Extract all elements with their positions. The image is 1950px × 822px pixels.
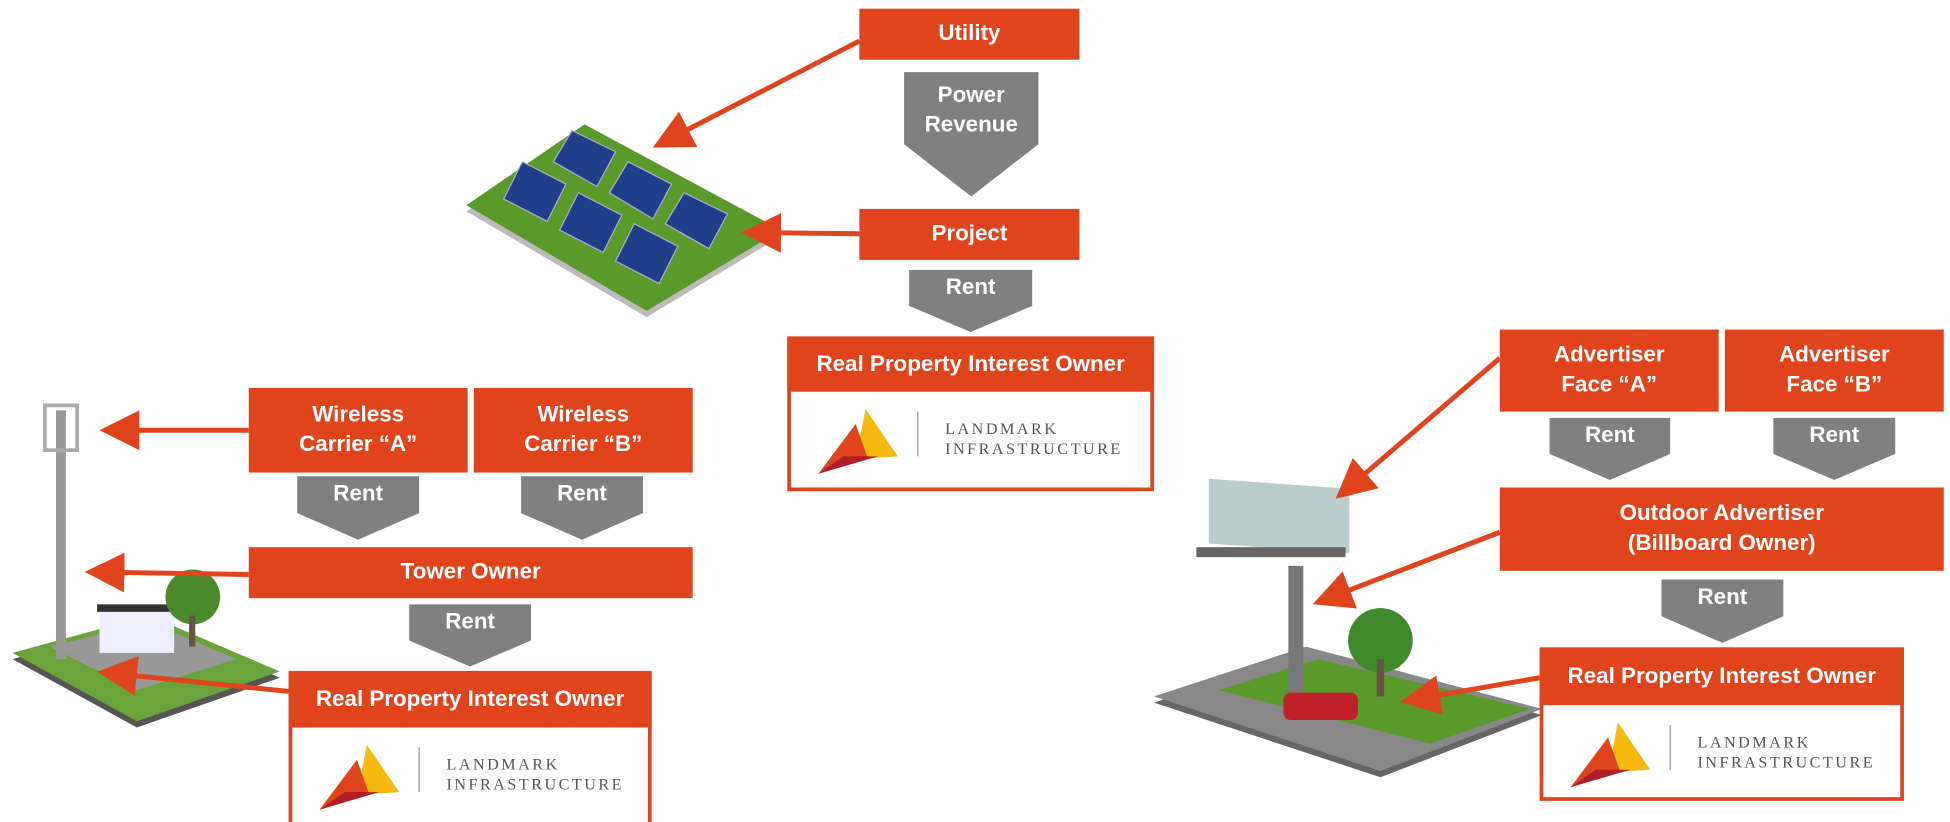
role-box <box>288 672 652 728</box>
role-label-line: Advertiser <box>1779 342 1890 367</box>
flow-arrow <box>909 269 1033 333</box>
role-label-line: Outdoor Advertiser <box>1620 500 1825 525</box>
logo-text: INFRASTRUCTURE <box>945 441 1123 458</box>
flow-arrow <box>1773 417 1896 481</box>
pointer-arrow <box>741 212 860 253</box>
flow-arrow <box>1661 579 1784 643</box>
flow-arrow <box>904 72 1039 197</box>
pointer-arrow <box>652 38 861 148</box>
role-box <box>859 208 1080 260</box>
role-label-line: Wireless <box>537 401 629 426</box>
logo-mark <box>356 744 400 795</box>
logo-text: INFRASTRUCTURE <box>446 777 624 794</box>
role-label-line: Face “A” <box>1561 371 1657 396</box>
flow-arrow <box>409 604 532 667</box>
flow-label: Rent <box>1698 584 1748 609</box>
flow-label: Rent <box>333 481 383 506</box>
role-label-line: Wireless <box>312 401 404 426</box>
logo-mark <box>319 792 380 810</box>
role-label-line: Advertiser <box>1554 342 1665 367</box>
flow-label-line: Power <box>938 82 1005 107</box>
pointer-arrow <box>1335 356 1502 499</box>
pointer-arrow <box>97 656 289 696</box>
pointer-arrow <box>1312 529 1501 609</box>
flow-label-line: Revenue <box>925 112 1018 137</box>
logo-mark <box>1570 769 1631 788</box>
role-box <box>248 547 693 599</box>
role-label-line: Carrier “B” <box>524 431 642 456</box>
logo-mark <box>1607 722 1651 773</box>
billboard-illustration <box>1154 478 1543 778</box>
role-label: Wireless Carrier “A” <box>299 401 417 456</box>
solar-farm-illustration <box>466 124 782 318</box>
role-label: Real Property Interest Owner <box>316 686 625 711</box>
role-label: Utility <box>938 20 1001 45</box>
flow-label: Rent <box>1585 422 1635 447</box>
role-box <box>1499 487 1944 571</box>
role-label-line: (Billboard Owner) <box>1628 530 1816 555</box>
flow-label: Rent <box>1809 422 1859 447</box>
role-label: Advertiser Face “B” <box>1779 342 1890 397</box>
flow-label: Power Revenue <box>925 82 1018 137</box>
pointer-arrow <box>1400 675 1541 715</box>
role-label: Real Property Interest Owner <box>816 351 1125 376</box>
role-label: Wireless Carrier “B” <box>524 401 642 456</box>
role-label: Tower Owner <box>401 559 541 584</box>
role-box <box>1539 649 1904 706</box>
flow-label: Rent <box>445 608 495 633</box>
flow-arrow <box>521 476 643 540</box>
logo-text: LANDMARK <box>1698 734 1811 751</box>
role-label: Project <box>931 220 1007 245</box>
flow-arrow <box>297 476 420 540</box>
flow-label: Rent <box>557 481 607 506</box>
role-label-line: Face “B” <box>1786 371 1882 396</box>
flow-arrow <box>1549 417 1671 481</box>
logo-text: LANDMARK <box>945 421 1058 438</box>
role-label: Real Property Interest Owner <box>1568 663 1877 688</box>
role-box <box>473 387 693 473</box>
pointer-arrow <box>84 552 249 593</box>
logo-mark <box>818 456 879 474</box>
role-label: Advertiser Face “A” <box>1554 342 1665 397</box>
role-box <box>248 387 468 473</box>
role-box <box>787 338 1155 392</box>
logo-text: LANDMARK <box>446 757 559 774</box>
logo-mark <box>855 409 898 459</box>
role-box <box>1724 329 1944 412</box>
flow-label: Rent <box>946 274 996 299</box>
role-label-line: Carrier “A” <box>299 431 417 456</box>
role-box <box>859 8 1080 60</box>
role-box <box>1499 329 1719 412</box>
logo-text: INFRASTRUCTURE <box>1698 754 1876 771</box>
role-label: Outdoor Advertiser (Billboard Owner) <box>1620 500 1825 555</box>
